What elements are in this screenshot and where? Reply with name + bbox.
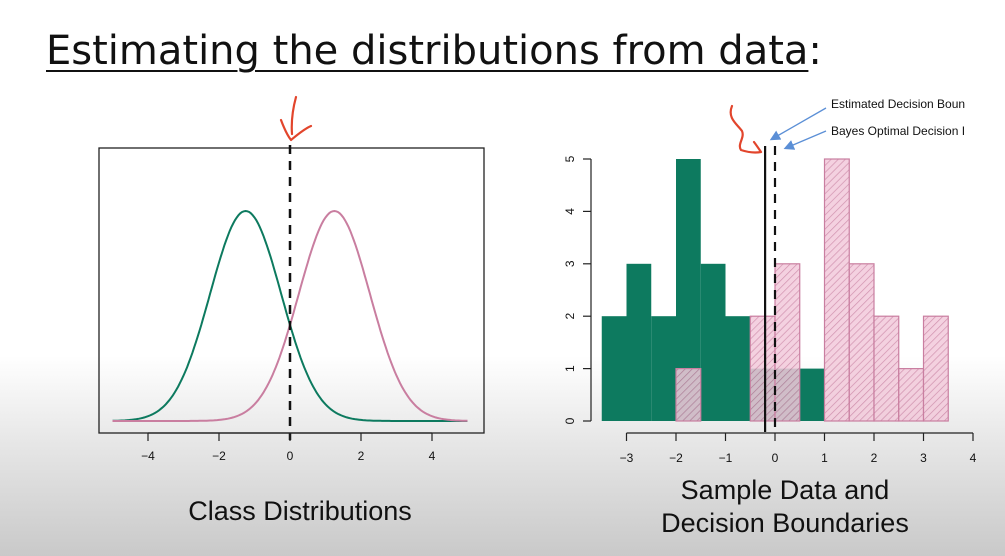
chart-caption: Class Distributions xyxy=(188,496,412,526)
x-tick-label: 4 xyxy=(429,449,436,463)
x-tick-label: −2 xyxy=(669,451,683,465)
histogram-bar-class-a xyxy=(626,263,652,421)
chart-caption-line-2: Decision Boundaries xyxy=(661,508,909,538)
histogram-bar-class-b xyxy=(922,315,949,422)
histogram-bar-class-b xyxy=(675,368,702,422)
x-tick-label: 0 xyxy=(772,451,779,465)
histogram-bar-class-a xyxy=(799,368,825,421)
histogram-bar-class-a xyxy=(651,316,676,421)
slide-title: Estimating the distributions from data: xyxy=(46,28,822,74)
y-tick-label: 3 xyxy=(563,260,577,267)
estimated-boundary-pointer xyxy=(769,107,827,141)
x-tick-label: 2 xyxy=(358,449,365,463)
chart-caption-line-1: Sample Data and xyxy=(681,475,890,505)
histogram-bar-class-a xyxy=(700,263,726,421)
estimated-boundary-label: Estimated Decision Boun xyxy=(831,97,965,111)
histogram-bar-class-b xyxy=(823,158,850,422)
x-tick-label: 3 xyxy=(920,451,927,465)
hand-drawn-arrow-left xyxy=(279,95,313,142)
slide-title-colon: : xyxy=(808,28,822,74)
bayes-boundary-label: Bayes Optimal Decision I xyxy=(831,124,965,138)
histogram-bar-class-a xyxy=(725,316,751,421)
y-tick-label: 5 xyxy=(563,155,577,162)
histogram-bar-class-a xyxy=(601,316,627,421)
histogram-bar-class-b xyxy=(774,263,801,422)
plot-frame xyxy=(98,147,485,434)
x-tick-label: 0 xyxy=(287,449,294,463)
histogram-bar-class-b xyxy=(749,315,776,422)
histogram-bar-class-b xyxy=(848,263,875,422)
histogram-bar-class-b xyxy=(873,315,900,422)
x-tick-label: −2 xyxy=(212,449,226,463)
x-tick-label: 2 xyxy=(871,451,878,465)
y-tick-label: 4 xyxy=(563,208,577,215)
bayes-boundary-pointer xyxy=(783,130,827,150)
x-tick-label: −4 xyxy=(141,449,155,463)
hand-drawn-arrow-right xyxy=(729,104,763,154)
y-tick-label: 1 xyxy=(563,365,577,372)
x-tick-label: −3 xyxy=(620,451,634,465)
slide-title-text: Estimating the distributions from data xyxy=(46,28,809,74)
histogram-bar-class-b xyxy=(898,368,925,422)
x-tick-label: 1 xyxy=(821,451,828,465)
sample-data-histogram: 0 1 2 3 4 5 −3 −2 −1 0 1 2 3 4 Sample Data and Decis… xyxy=(563,97,976,538)
x-tick-label: −1 xyxy=(719,451,733,465)
y-tick-label: 0 xyxy=(563,417,577,424)
class-distributions-chart: −4 −2 0 2 4 Class Distributions xyxy=(98,145,485,526)
x-tick-label: 4 xyxy=(970,451,977,465)
y-tick-label: 2 xyxy=(563,313,577,320)
